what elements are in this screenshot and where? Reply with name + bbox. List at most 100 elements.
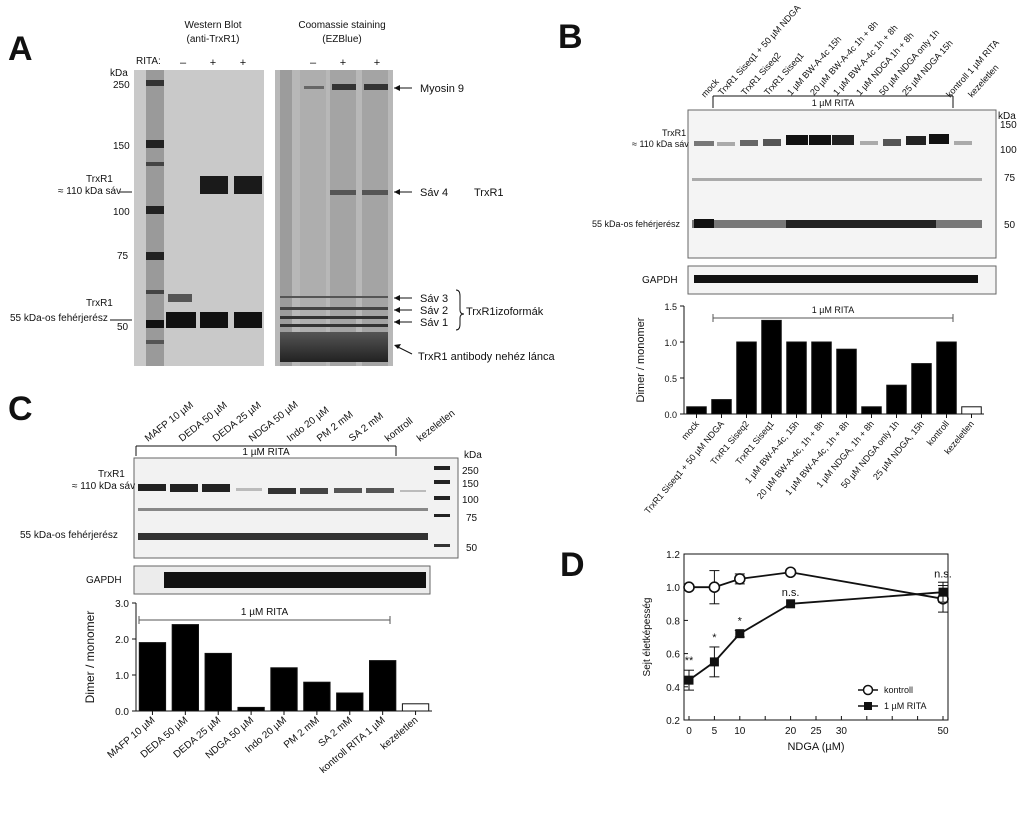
lane-sign: + xyxy=(374,57,380,69)
marker-label: 150 xyxy=(113,141,130,152)
bar xyxy=(336,692,364,712)
bar xyxy=(270,667,298,712)
cs-subtitle: (EZBlue) xyxy=(322,34,361,45)
kda-label: kDa xyxy=(464,450,482,461)
trxr1-sublabel: ≈ 110 kDa sáv xyxy=(632,139,689,149)
gapdh-band xyxy=(694,275,978,283)
bar xyxy=(811,341,832,415)
data-point xyxy=(709,657,719,667)
y-tick-label: 0.4 xyxy=(666,683,680,694)
plot-frame xyxy=(683,553,949,721)
trxr1-label: TrxR1 xyxy=(662,128,686,138)
marker-label: 150 xyxy=(1000,120,1017,131)
y-tick-label: 3.0 xyxy=(115,599,129,610)
sav1-label: Sáv 1 xyxy=(420,317,448,329)
p55-label: 55 kDa-os fehérjerész xyxy=(592,219,681,229)
bar xyxy=(761,319,782,415)
data-point xyxy=(784,566,797,579)
bar xyxy=(861,406,882,415)
panel-b: B mock TrxR1 Siseq1 + 50 µM NDGA TrxR1 S… xyxy=(558,3,1017,516)
panel-letter-c: C xyxy=(8,390,33,428)
lane-sign: + xyxy=(240,57,246,69)
trxr1-110-sublabel: ≈ 110 kDa sáv xyxy=(58,186,121,197)
lane-label: kezeletlen xyxy=(415,408,457,444)
y-tick-label: 0.0 xyxy=(115,707,129,718)
gapdh-label: GAPDH xyxy=(642,275,678,286)
x-tick-label: 25 xyxy=(810,726,822,737)
sav4-label: Sáv 4 xyxy=(420,187,448,199)
rita-row-label: RITA: xyxy=(136,56,161,67)
gapdh-band xyxy=(164,572,426,588)
bar xyxy=(961,406,982,415)
marker-label: 50 xyxy=(117,322,129,333)
bar xyxy=(886,384,907,415)
trxr1-55-label: TrxR1 xyxy=(86,298,113,309)
x-tick-label: 5 xyxy=(712,726,718,737)
annotation-label: 1 µM RITA xyxy=(241,607,289,618)
panel-b-lane-labels: mock TrxR1 Siseq1 + 50 µM NDGA TrxR1 Sis… xyxy=(699,3,1001,99)
western-blot-image xyxy=(134,70,264,366)
coomassie-annotations: Myosin 9 Sáv 4 TrxR1 Sáv 3 Sáv 2 Sáv 1 T… xyxy=(394,83,555,363)
data-point xyxy=(786,599,796,609)
bar xyxy=(786,341,807,415)
bar xyxy=(711,399,732,415)
bar xyxy=(237,706,265,712)
bar xyxy=(836,348,857,415)
wb-subtitle: (anti-TrxR1) xyxy=(187,34,240,45)
annotation-label: 1 µM RITA xyxy=(812,305,855,315)
kda-label: kDa xyxy=(110,68,128,79)
panel-letter-d: D xyxy=(560,546,585,584)
significance-label: n.s. xyxy=(782,587,800,599)
y-tick-label: 1.0 xyxy=(115,671,129,682)
marker-label: 75 xyxy=(1004,173,1016,184)
heavy-chain-label: TrxR1 antibody nehéz lánca xyxy=(418,351,555,363)
lane-label: kontroll xyxy=(383,416,415,445)
legend-label: kontroll xyxy=(884,685,913,695)
x-tick-label: 0 xyxy=(686,726,692,737)
legend-marker xyxy=(862,684,874,696)
x-tick-label: 10 xyxy=(734,726,746,737)
marker-label: 250 xyxy=(462,466,479,477)
significance-label: * xyxy=(712,632,717,644)
coomassie-gel-image xyxy=(275,70,393,366)
data-point xyxy=(683,581,695,594)
y-axis-label: Sejt életképesség xyxy=(642,598,653,677)
legend-marker xyxy=(864,702,872,710)
data-point xyxy=(708,581,721,594)
gapdh-label: GAPDH xyxy=(86,575,122,586)
data-point xyxy=(938,587,948,597)
bar xyxy=(736,341,757,415)
data-point xyxy=(684,675,694,685)
y-tick-label: 1.0 xyxy=(666,583,680,594)
marker-label: 50 xyxy=(1004,220,1016,231)
rita-label: 1 µM RITA xyxy=(812,98,855,108)
trxr1-label: TrxR1 xyxy=(474,187,504,199)
data-point xyxy=(733,573,746,585)
bar xyxy=(369,660,397,712)
myosin-label: Myosin 9 xyxy=(420,83,464,95)
lane-sign: + xyxy=(210,57,216,69)
sav2-label: Sáv 2 xyxy=(420,305,448,317)
significance-label: n.s. xyxy=(934,569,952,581)
bar xyxy=(936,341,957,415)
panel-d: D 0.2 0.4 0.6 0.8 1.0 1.2 0 5 10 20 25 30 50 NDGA (µM… xyxy=(560,546,952,753)
y-tick-label: 0.2 xyxy=(666,716,680,727)
bar xyxy=(138,642,167,712)
x-tick-label: 30 xyxy=(836,726,848,737)
y-tick-label: 1.5 xyxy=(664,302,677,312)
lane-sign: – xyxy=(180,57,187,69)
data-point xyxy=(735,629,745,639)
marker-label: 100 xyxy=(1000,145,1017,156)
panel-letter-a: A xyxy=(8,30,33,68)
trxr1-label: TrxR1 xyxy=(98,469,125,480)
y-tick-label: 0.0 xyxy=(664,410,677,420)
y-tick-label: 1.0 xyxy=(664,338,677,348)
wb-title: Western Blot xyxy=(184,20,241,31)
series-line-rita xyxy=(688,591,944,681)
y-tick-label: 1.2 xyxy=(666,550,680,561)
y-axis-label: Dimer / monomer xyxy=(83,611,97,704)
y-axis-label: Dimer / monomer xyxy=(635,317,647,402)
panel-a: A Western Blot (anti-TrxR1) Coomassie st… xyxy=(8,20,555,366)
